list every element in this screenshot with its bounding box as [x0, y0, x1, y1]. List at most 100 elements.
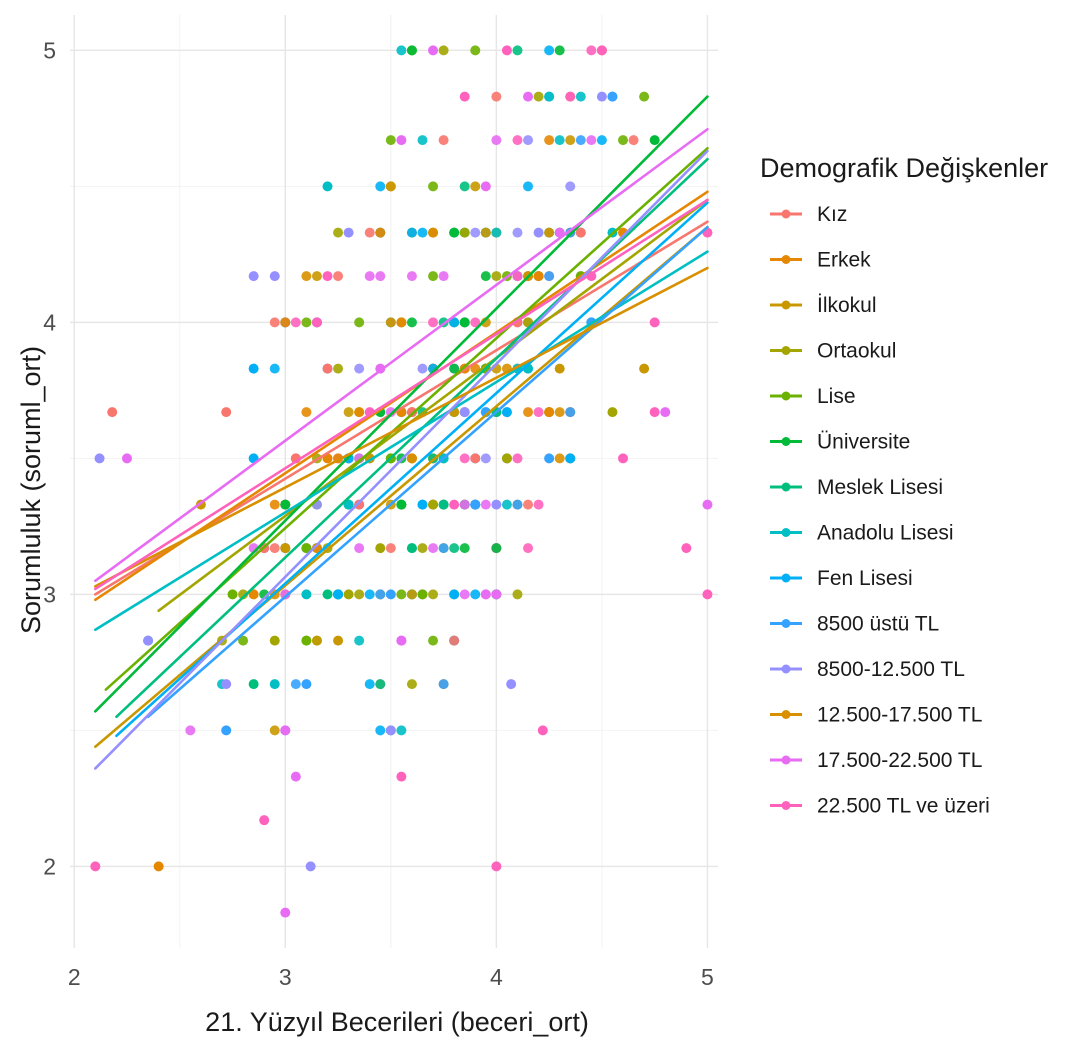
scatter-point [544, 91, 555, 102]
scatter-point [459, 407, 470, 418]
scatter-point [438, 271, 449, 282]
scatter-point [565, 91, 576, 102]
legend-label: 12.500-17.500 TL [817, 704, 982, 727]
scatter-point [333, 227, 344, 238]
scatter-point [544, 135, 555, 146]
scatter-point [417, 543, 428, 554]
scatter-points-background [185, 45, 650, 736]
scatter-point [417, 363, 428, 374]
scatter-point [406, 227, 417, 238]
scatter-point [269, 725, 280, 736]
scatter-point [221, 725, 232, 736]
legend-item: 22.500 TL ve üzeri [770, 795, 990, 818]
scatter-point [512, 227, 523, 238]
scatter-point [596, 45, 607, 56]
scatter-point [607, 91, 618, 102]
scatter-point [322, 271, 333, 282]
scatter-point [396, 725, 407, 736]
scatter-point [544, 45, 555, 56]
scatter-point [449, 227, 460, 238]
scatter-point [396, 499, 407, 510]
regression-line [157, 198, 709, 613]
scatter-point [301, 589, 312, 600]
scatter-point [248, 271, 259, 282]
scatter-point [280, 499, 291, 510]
legend-label: Lise [817, 385, 856, 408]
scatter-point [596, 135, 607, 146]
legend-item: 8500 üstü TL [770, 613, 939, 636]
legend-label: 8500 üstü TL [817, 613, 939, 636]
scatter-point [586, 45, 597, 56]
scatter-point [406, 543, 417, 554]
legend-label: Kız [817, 203, 847, 226]
regression-line [115, 157, 709, 719]
scatter-point [406, 589, 417, 600]
legend-item: Fen Lisesi [770, 567, 913, 590]
regression-line [146, 225, 709, 719]
scatter-point [554, 407, 565, 418]
scatter-point [238, 589, 249, 600]
scatter-point [375, 679, 386, 690]
scatter-point [480, 499, 491, 510]
scatter-point [354, 589, 365, 600]
scatter-point [459, 181, 470, 192]
scatter-point [269, 317, 280, 328]
scatter-point [396, 45, 407, 56]
scatter-point [512, 589, 523, 600]
scatter-point [354, 317, 365, 328]
scatter-point [438, 45, 449, 56]
scatter-point [512, 135, 523, 146]
scatter-point [428, 499, 439, 510]
x-tick-label: 2 [68, 964, 81, 990]
legend-label: Meslek Lisesi [817, 476, 943, 499]
legend: Demografik Değişkenler Kız Erkek İlkokul Or… [760, 153, 1048, 818]
scatter-point [301, 679, 312, 690]
scatter-point [333, 635, 344, 646]
scatter-point [449, 499, 460, 510]
y-axis-ticks: 2 3 4 5 [43, 37, 56, 879]
x-tick-label: 4 [490, 964, 503, 990]
scatter-point [491, 543, 502, 554]
scatter-point [364, 589, 375, 600]
legend-item: 17.500-22.500 TL [770, 749, 982, 772]
scatter-point [428, 227, 439, 238]
scatter-point [459, 227, 470, 238]
scatter-point [428, 45, 439, 56]
scatter-point [501, 45, 512, 56]
legend-key-point [781, 619, 791, 628]
scatter-point [385, 589, 396, 600]
scatter-point [364, 679, 375, 690]
scatter-point [280, 589, 291, 600]
scatter-point [501, 407, 512, 418]
scatter-point [343, 227, 354, 238]
legend-key-point [781, 255, 791, 264]
scatter-point [375, 181, 386, 192]
x-axis-ticks: 2 3 4 5 [68, 964, 714, 990]
scatter-point [354, 635, 365, 646]
scatter-point [107, 407, 118, 418]
scatter-point [221, 407, 232, 418]
legend-item: Kız [770, 203, 847, 226]
scatter-point [449, 635, 460, 646]
scatter-point [280, 725, 291, 736]
scatter-point [649, 407, 660, 418]
scatter-point [385, 135, 396, 146]
scatter-point [238, 635, 249, 646]
scatter-point [269, 363, 280, 374]
scatter-point [449, 543, 460, 554]
scatter-point [94, 453, 105, 464]
scatter-point [364, 227, 375, 238]
scatter-point [227, 589, 238, 600]
scatter-point [544, 271, 555, 282]
legend-label: Erkek [817, 249, 871, 272]
x-tick-label: 5 [701, 964, 714, 990]
scatter-point [449, 589, 460, 600]
scatter-point [354, 363, 365, 374]
scatter-point [290, 679, 301, 690]
legend-label: 22.500 TL ve üzeri [817, 795, 990, 818]
scatter-point [639, 363, 650, 374]
scatter-point [375, 589, 386, 600]
scatter-point [537, 725, 548, 736]
scatter-point [364, 271, 375, 282]
